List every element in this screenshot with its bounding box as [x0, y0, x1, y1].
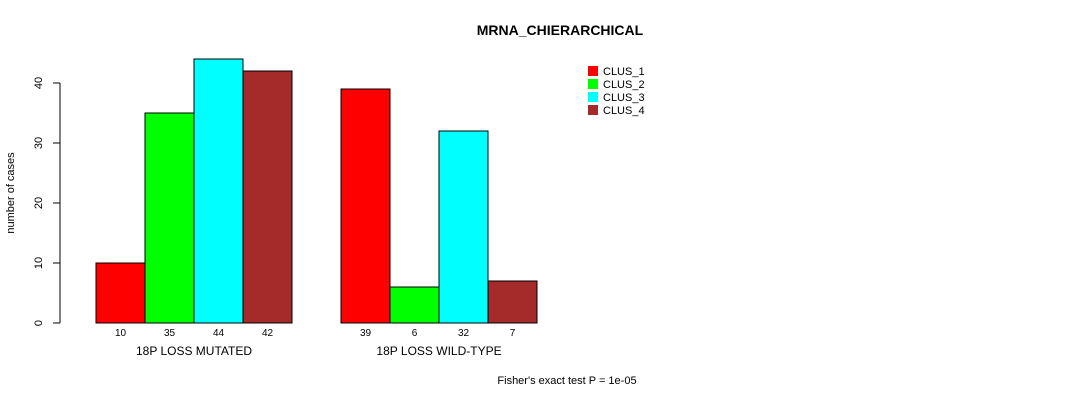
bar-value-label: 32	[458, 328, 470, 339]
y-tick-label: 0	[33, 320, 45, 326]
legend-swatch-clus-1	[588, 66, 598, 76]
legend-swatch-clus-2	[588, 79, 598, 89]
legend-label: CLUS_1	[603, 66, 645, 78]
bars	[95, 58, 538, 324]
chart-title: MRNA_CHIERARCHICAL	[477, 22, 644, 38]
bar-value-label: 42	[262, 328, 274, 339]
bar-value-label: 7	[510, 328, 516, 339]
bar-value-labels: 10 35 44 42 39 6 32 7	[115, 328, 516, 339]
bar-value-label: 35	[164, 328, 176, 339]
group-label: 18P LOSS WILD-TYPE	[376, 344, 501, 358]
bar-clus-4-group-1	[242, 70, 293, 324]
bar-clus-4-group-2	[487, 280, 538, 324]
legend-swatch-clus-3	[588, 92, 598, 102]
legend-label: CLUS_3	[603, 92, 645, 104]
y-tick-label: 10	[33, 257, 45, 269]
y-tick-label: 40	[33, 77, 45, 89]
bar-value-label: 39	[360, 328, 372, 339]
y-tick-label: 30	[33, 137, 45, 149]
bar-clus-3-group-2	[438, 130, 489, 324]
bar-clus-1-group-1	[95, 262, 146, 324]
fisher-test-note: Fisher's exact test P = 1e-05	[497, 375, 636, 387]
legend-label: CLUS_2	[603, 79, 645, 91]
legend-label: CLUS_4	[603, 105, 645, 117]
y-axis: 0 10 20 30 40	[33, 77, 61, 326]
y-tick-label: 20	[33, 197, 45, 209]
legend-swatch-clus-4	[588, 105, 598, 115]
group-labels: 18P LOSS MUTATED 18P LOSS WILD-TYPE	[136, 344, 502, 358]
bar-clus-1-group-2	[340, 88, 391, 324]
bar-value-label: 10	[115, 328, 127, 339]
bar-value-label: 44	[213, 328, 225, 339]
y-axis-label: number of cases	[5, 152, 17, 234]
bar-clus-3-group-1	[193, 58, 244, 324]
bar-value-label: 6	[412, 328, 418, 339]
group-label: 18P LOSS MUTATED	[136, 344, 252, 358]
bar-clus-2-group-1	[144, 112, 195, 324]
bar-clus-2-group-2	[389, 286, 440, 324]
